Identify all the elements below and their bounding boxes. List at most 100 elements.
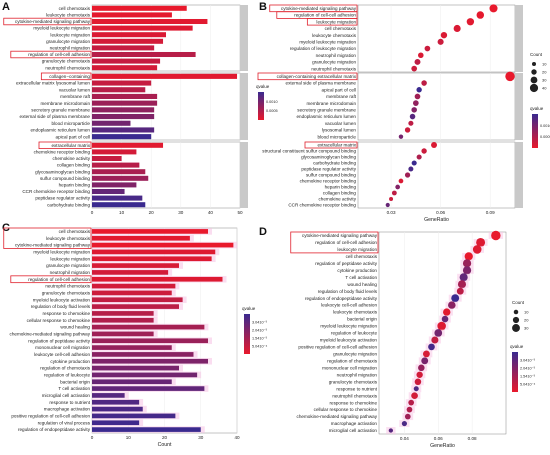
category-label: chemokine-mediated signaling pathway <box>297 414 378 419</box>
dot <box>413 100 419 106</box>
category-label: glycosaminoglycan binding <box>35 169 90 174</box>
bar <box>92 45 155 51</box>
category-label: cytokine production <box>50 359 90 364</box>
dot <box>462 259 472 268</box>
category-label: regulation of endopeptidase activity <box>305 296 378 301</box>
bar <box>92 406 143 412</box>
dot <box>408 166 414 172</box>
highlight-box <box>3 17 92 26</box>
category-label: neutrophil migration <box>50 270 91 275</box>
facet-panel-bg <box>357 4 516 73</box>
chart-b-svg: cytokine-mediated signaling pathway regul… <box>257 4 550 223</box>
category-label: leukocyte migration <box>337 247 377 252</box>
panel-a-bar-chart: cell chemotaxis leukocyte chemotaxis cytok… <box>0 0 278 222</box>
category-label: microglial cell activation <box>42 393 91 398</box>
dot <box>505 71 515 82</box>
bar <box>92 304 179 309</box>
category-label: collagen binding <box>57 163 91 168</box>
facet-strip <box>515 73 523 140</box>
x-tick-label: 30 <box>178 210 184 215</box>
category-label: membrane raft <box>326 94 357 99</box>
category-label: myeloid leukocyte activation <box>33 297 91 302</box>
category-label: cellular response to chemokine <box>314 407 378 412</box>
category-label: chemokine activity <box>52 156 90 161</box>
category-label: lysosomal lumen <box>322 128 357 133</box>
category-label: sulfur compound binding <box>40 176 90 181</box>
legend-count-label: 30 <box>524 326 529 331</box>
category-label: leukocyte chemotaxis <box>46 236 91 241</box>
dot <box>401 420 407 427</box>
bar <box>92 338 208 344</box>
category-label: chemokine receptor binding <box>34 150 91 155</box>
category-label: leukocyte migration <box>50 32 90 37</box>
category-label: regulation of body fluid levels <box>31 304 91 309</box>
category-label: regulation of leukocyte <box>44 373 90 378</box>
legend-colorbar-tick: 2.0410⁻³ <box>520 367 536 371</box>
category-label: response to chemokine <box>43 311 91 316</box>
category-label: myeloid leukocyte migration <box>299 39 356 44</box>
x-tick-label: 0 <box>91 210 94 215</box>
dot <box>413 386 419 392</box>
dot <box>434 329 443 337</box>
category-label: neutrophil migration <box>50 46 91 51</box>
bar <box>92 142 164 148</box>
legend-count-dot <box>531 69 537 75</box>
bar <box>92 120 131 126</box>
dot <box>395 184 401 190</box>
category-label: cytokine production <box>337 268 377 273</box>
bar <box>92 51 196 58</box>
dot <box>437 321 446 331</box>
bar <box>92 182 137 188</box>
highlight-box <box>306 17 358 26</box>
dot <box>476 11 485 19</box>
dot <box>421 148 427 154</box>
category-label: collagen-containing extracellular matrix <box>277 74 357 79</box>
category-label: regulation of leukocyte <box>331 331 377 336</box>
legend-colorbar <box>258 92 264 120</box>
dot <box>459 273 468 282</box>
category-label: regulation of cell-cell adhesion <box>28 52 90 57</box>
dot <box>424 45 431 52</box>
panel-b-dot-plot: cytokine-mediated signaling pathway regul… <box>257 0 550 223</box>
category-label: cellular response to chemokine <box>27 318 91 323</box>
category-label: myeloid leukocyte activation <box>320 338 378 343</box>
bar <box>92 12 172 18</box>
x-tick-label: 50 <box>237 210 243 215</box>
legend-colorbar-tick: 1.5410⁻³ <box>252 337 268 341</box>
category-label: leukocyte chemotaxis <box>333 310 378 315</box>
bar <box>92 263 179 268</box>
bar <box>92 162 140 168</box>
dot <box>431 336 439 344</box>
bar <box>92 229 208 234</box>
dot <box>411 392 418 400</box>
chart-c-svg: cell chemotaxis leukocyte chemotaxis cytok… <box>3 227 268 448</box>
bar <box>92 399 140 405</box>
dot <box>422 350 430 358</box>
dot <box>440 31 448 39</box>
category-label: leukocyte migration <box>50 256 90 261</box>
dot <box>411 107 417 113</box>
dot <box>409 113 416 120</box>
category-label: blood microparticle <box>317 134 356 139</box>
bar <box>92 311 154 316</box>
highlight-box <box>10 275 92 284</box>
dot <box>416 154 422 160</box>
category-label: response to nutrient <box>336 386 377 391</box>
bar <box>92 420 140 426</box>
category-label: external side of plasma membrane <box>286 81 357 86</box>
bar <box>92 358 208 364</box>
legend-colorbar-tick: 3.0410⁻³ <box>252 321 268 325</box>
highlight-box <box>257 72 358 81</box>
category-label: chemokine-mediated signaling pathway <box>10 332 91 337</box>
category-label: membrane microdomain <box>40 101 90 106</box>
panel-b-label: B <box>259 1 267 13</box>
x-axis-title: Count <box>158 442 172 448</box>
facet-strip <box>240 142 248 208</box>
legend-count-dot <box>529 83 539 93</box>
category-label: leukocyte cell-cell adhesion <box>321 303 377 308</box>
dot <box>385 202 390 208</box>
legend-count-label: 20 <box>542 70 547 75</box>
dot <box>398 178 404 184</box>
dot <box>416 371 423 378</box>
category-label: positive regulation of cell-cell adhesio… <box>298 345 377 350</box>
